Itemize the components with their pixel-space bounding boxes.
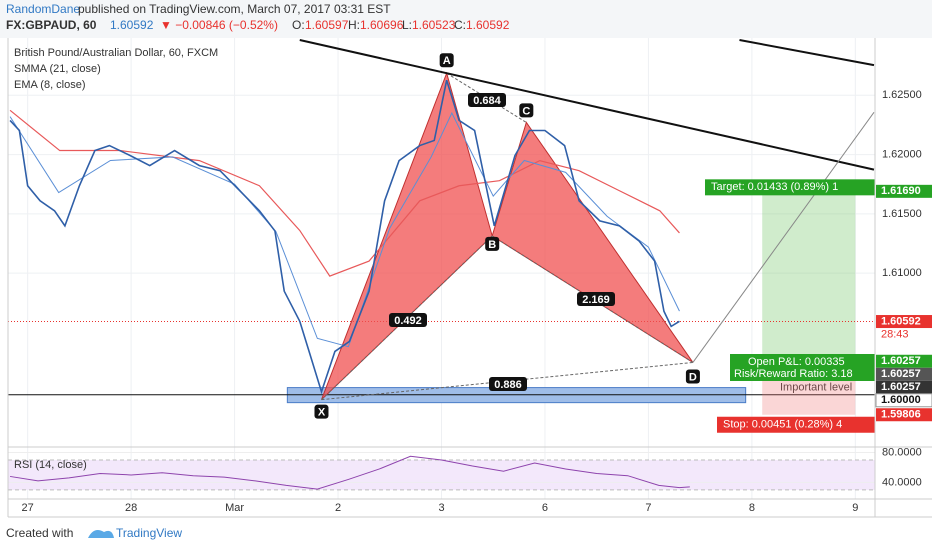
pnl: Open P&L: 0.00335 <box>748 356 845 368</box>
ratio-label-bg <box>489 377 527 391</box>
rsi-band <box>8 460 875 490</box>
price-label: 1.60257 <box>881 355 921 367</box>
logo <box>88 530 114 538</box>
y-tick-label: 1.61500 <box>882 208 922 220</box>
o-label: O: <box>292 18 305 32</box>
rsi-title: RSI (14, close) <box>14 459 87 471</box>
timer: 28:43 <box>881 328 909 340</box>
author[interactable]: RandomDane <box>6 2 80 16</box>
vertex-label: C <box>522 105 530 117</box>
x-tick-label: 6 <box>542 502 548 514</box>
h: 1.60696 <box>360 18 404 32</box>
price-label-bg <box>876 184 932 198</box>
change: ▼ −0.00846 (−0.52%) <box>160 18 278 32</box>
ratio-label-bg <box>468 93 506 107</box>
legend-entry: EMA (8, close) <box>14 79 86 91</box>
vertex-label-bg <box>485 236 500 251</box>
symbol: FX:GBPAUD, 60 <box>6 18 97 32</box>
plot: 1.62500 1.62000 1.61500 1.61000 27 28 Mar 2 3 6 7 8… <box>8 38 932 514</box>
series-line <box>9 79 680 395</box>
vertex-label-bg <box>685 369 700 384</box>
pattern-leg <box>491 235 694 363</box>
l-label: L: <box>402 18 412 32</box>
ratio-label: 0.492 <box>394 315 422 327</box>
x-tick-label: 8 <box>749 502 755 514</box>
position-tag-bg <box>705 179 875 196</box>
y-tick-label: 80.0000 <box>882 446 922 458</box>
price-label-bg <box>876 367 932 381</box>
h-label: H: <box>348 18 360 32</box>
price-label: 1.60592 <box>881 315 921 327</box>
vertex-label-bg <box>519 103 534 118</box>
x-tick-label: 9 <box>852 502 858 514</box>
x-tick-label: 7 <box>645 502 651 514</box>
x-tick-label: 3 <box>438 502 444 514</box>
target-zone <box>762 191 856 362</box>
vertex-label: B <box>488 239 496 251</box>
legend-entry: SMMA (21, close) <box>14 63 101 75</box>
y-tick-label: 1.62000 <box>882 148 922 160</box>
pnl-bg <box>730 354 875 381</box>
price-label: 1.60257 <box>881 368 921 380</box>
vertex-label-bg <box>314 404 329 419</box>
ratio-label: 0.886 <box>494 379 522 391</box>
series-line <box>9 109 680 277</box>
price-label: 1.60000 <box>881 394 921 406</box>
published: published on TradingView.com, March 07, … <box>78 2 391 16</box>
chart-title: British Pound/Australian Dollar, 60, FXC… <box>14 47 218 59</box>
price-label-bg <box>876 354 932 368</box>
y-tick-label: 40.0000 <box>882 476 922 488</box>
price-label: 1.61690 <box>881 185 921 197</box>
y-tick-label: 1.62500 <box>882 89 922 101</box>
price-label-bg <box>876 408 932 422</box>
c: 1.60592 <box>466 18 510 32</box>
position-tag: Target: 0.01433 (0.89%) 1 <box>711 181 838 193</box>
x-tick-label: 27 <box>22 502 34 514</box>
position-tag-bg <box>717 416 875 433</box>
o: 1.60597 <box>305 18 349 32</box>
pattern-triangle <box>321 71 493 401</box>
y-tick-label: 1.61000 <box>882 267 922 279</box>
price-label: 1.60257 <box>881 381 921 393</box>
x-tick-label: 2 <box>335 502 341 514</box>
series-line <box>9 111 680 348</box>
c-label: C: <box>454 18 466 32</box>
vertex-label: X <box>318 407 326 419</box>
created: Created with <box>6 526 73 540</box>
last: 1.60592 <box>110 18 154 32</box>
header-bg <box>0 0 932 38</box>
price-label-bg <box>876 315 932 329</box>
brand[interactable]: TradingView <box>116 526 182 540</box>
price-label-bg <box>876 380 932 394</box>
trendline <box>692 112 875 363</box>
l: 1.60523 <box>412 18 456 32</box>
ratio-label: 2.169 <box>582 294 610 306</box>
trendline <box>739 39 875 67</box>
vertex-label: D <box>689 371 697 383</box>
price-label: 1.59806 <box>881 409 921 421</box>
ratio-label-bg <box>389 313 427 327</box>
x-tick-label: Mar <box>225 502 244 514</box>
ratio-label-bg <box>577 292 615 306</box>
ratio-label: 0.684 <box>473 95 501 107</box>
vertex-label: A <box>443 55 451 67</box>
series-line <box>9 455 690 490</box>
x-tick-label: 28 <box>125 502 137 514</box>
pattern-leg <box>321 235 493 401</box>
position-tag: Stop: 0.00451 (0.28%) 4 <box>723 419 842 431</box>
vertex-label-bg <box>439 53 454 68</box>
price-label-bg <box>875 393 932 408</box>
level-label: Important level <box>780 382 852 394</box>
trendline <box>299 39 875 171</box>
rr: Risk/Reward Ratio: 3.18 <box>734 368 853 380</box>
pattern-triangle <box>491 121 694 363</box>
